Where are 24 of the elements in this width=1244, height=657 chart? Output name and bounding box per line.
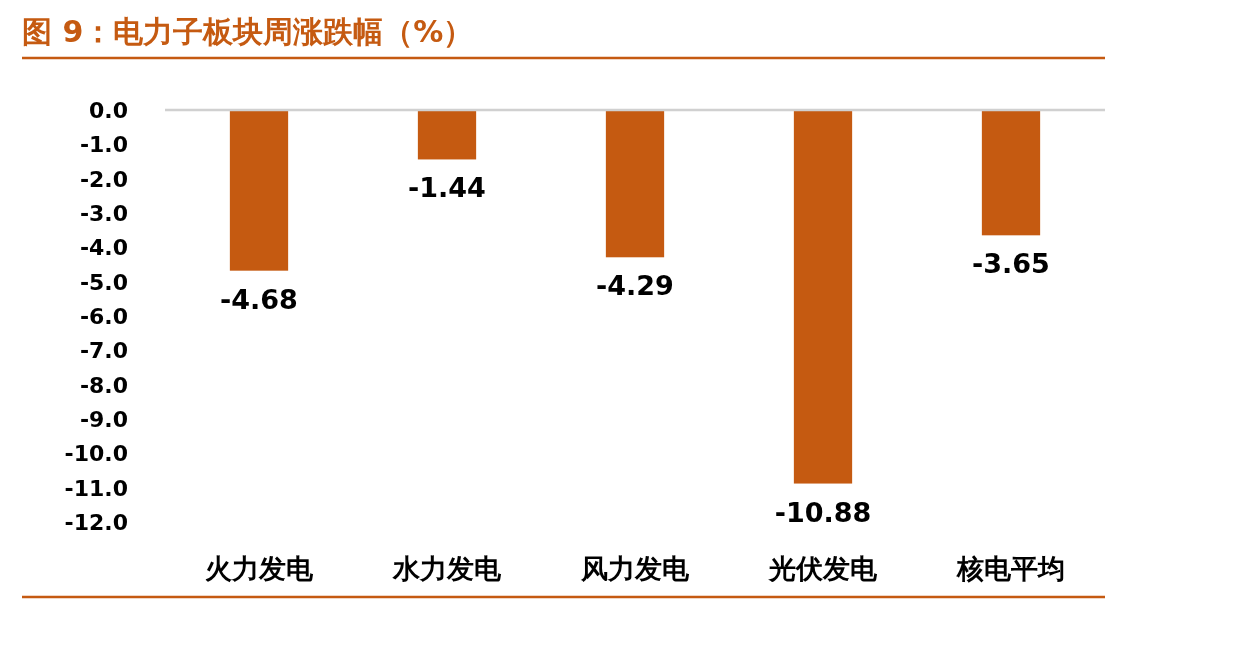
ytick: -9.0 — [79, 407, 128, 432]
data-label: -3.65 — [972, 248, 1050, 280]
data-label: -4.29 — [596, 270, 674, 302]
ytick: -10.0 — [64, 441, 128, 467]
ytick: -4.0 — [79, 235, 128, 261]
xtick: 光伏发电 — [769, 553, 877, 584]
ytick: -2.0 — [79, 166, 128, 192]
ytick: -7.0 — [79, 338, 128, 364]
title: 图 9：电力子板块周涨跌幅（%） — [22, 14, 474, 49]
ytick: -11.0 — [64, 475, 128, 501]
ytick: 0.0 — [89, 98, 128, 123]
xtick: 火力发电 — [205, 553, 313, 584]
ytick: -6.0 — [79, 304, 128, 329]
data-label: -1.44 — [408, 172, 486, 204]
xtick: 水力发电 — [393, 553, 501, 584]
data-label: -10.88 — [774, 496, 872, 528]
ytick: -8.0 — [79, 372, 128, 398]
data-label: -4.68 — [220, 283, 298, 315]
ytick: -3.0 — [79, 201, 128, 226]
ytick: -12.0 — [64, 510, 128, 535]
xtick: 核电平均 — [957, 553, 1065, 584]
ytick: -5.0 — [79, 269, 128, 295]
xtick: 风力发电 — [581, 553, 689, 584]
ytick: -1.0 — [79, 132, 128, 158]
